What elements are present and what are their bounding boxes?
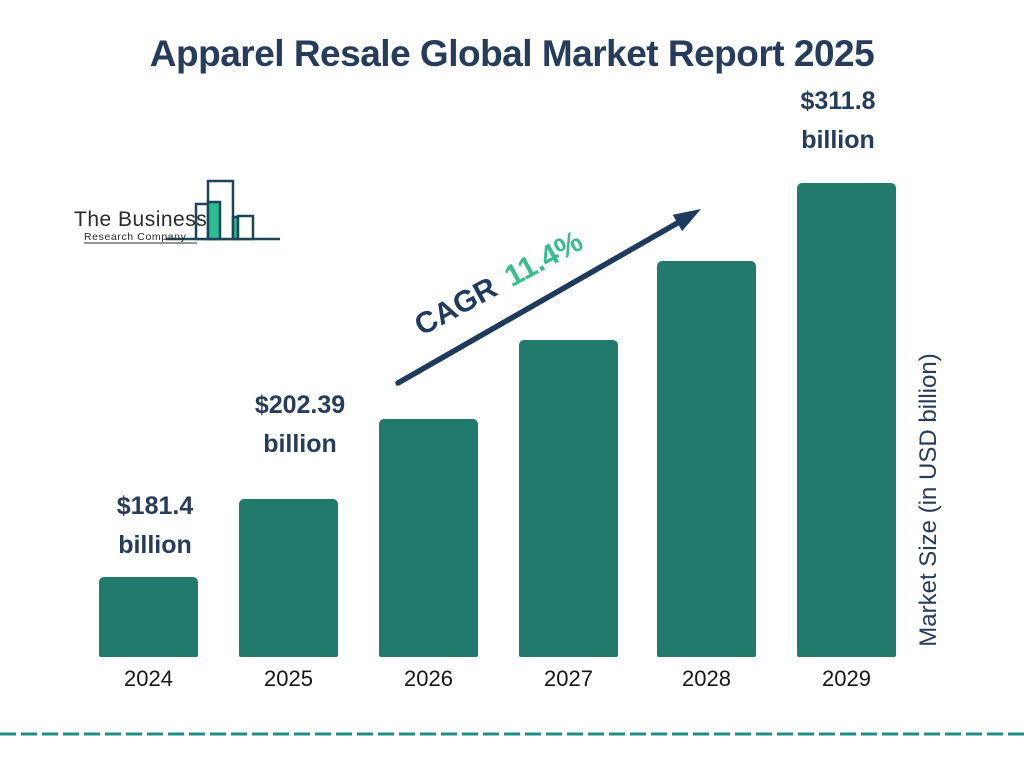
value-label-2029: $311.8 billion xyxy=(800,82,875,160)
logo-text-line2: Research Company xyxy=(84,231,187,243)
arrowhead-icon xyxy=(672,209,701,232)
x-tick-2026: 2026 xyxy=(404,666,453,691)
cagr-annotation: CAGR11.4% xyxy=(409,225,588,344)
x-tick-2029: 2029 xyxy=(822,666,871,691)
page-title: Apparel Resale Global Market Report 2025 xyxy=(149,33,875,74)
x-tick-2028: 2028 xyxy=(682,666,731,691)
x-tick-2027: 2027 xyxy=(544,666,593,691)
bar-2028 xyxy=(657,261,756,657)
value-amount: $181.4 xyxy=(116,492,194,520)
bar-2029 xyxy=(797,183,896,657)
value-unit: billion xyxy=(801,126,875,154)
cagr-label: CAGR xyxy=(409,271,503,343)
bar-2024 xyxy=(99,577,198,657)
logo-bar-chart-icon xyxy=(166,179,280,241)
value-label-2025: $202.39 billion xyxy=(255,386,345,464)
bar-2026 xyxy=(379,419,478,657)
bar-2025 xyxy=(239,499,338,657)
bar-2027 xyxy=(519,340,618,657)
value-label-2024: $181.4 billion xyxy=(117,487,193,565)
cagr-value: 11.4% xyxy=(499,224,589,294)
logo-text-line1: The Business xyxy=(74,208,207,231)
value-unit: billion xyxy=(263,430,337,458)
value-amount: $202.39 xyxy=(254,391,346,419)
x-tick-2025: 2025 xyxy=(264,666,313,691)
y-axis-title: Market Size (in USD billion) xyxy=(915,353,942,647)
value-unit: billion xyxy=(118,531,192,559)
value-amount: $311.8 xyxy=(800,87,876,115)
company-logo: The Business Research Company xyxy=(74,179,280,244)
x-tick-2024: 2024 xyxy=(124,666,173,691)
